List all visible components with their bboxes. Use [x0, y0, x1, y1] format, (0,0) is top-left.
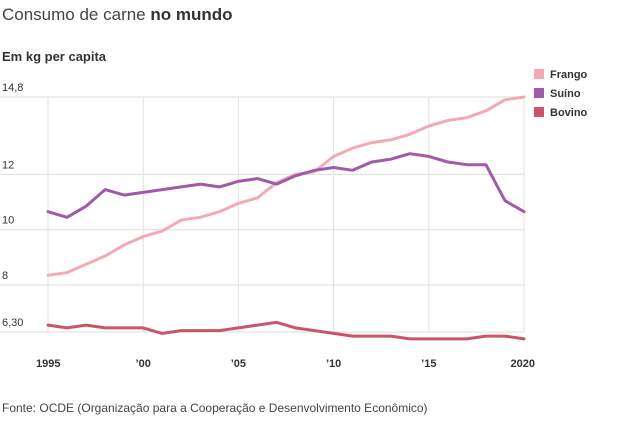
chart-series [46, 95, 526, 341]
source-note: Fonte: OCDE (Organização para a Cooperaç… [2, 401, 428, 415]
series-line-suino [46, 152, 526, 219]
chart-title-regular: Consumo de carne [2, 5, 146, 24]
y-tick-label: 8 [2, 270, 8, 282]
y-axis-label: Em kg per capita [2, 49, 107, 64]
y-axis-ticks: 14,8 12 10 8 6,30 [2, 82, 23, 329]
line-chart: 14,8 12 10 8 6,30 1995 ’00 ’05 ’10 ’15 2020 Frang… [0, 69, 588, 370]
x-tick-label: ’15 [421, 358, 436, 370]
x-tick-label: ’05 [231, 358, 246, 370]
y-tick-label: 10 [2, 215, 14, 227]
series-line-frango [46, 95, 526, 277]
legend-swatch [534, 88, 544, 98]
x-tick-label: ’00 [136, 358, 151, 370]
x-tick-label: 2020 [511, 358, 535, 370]
chart-legend: Frango Suíno Bovino [534, 69, 588, 119]
x-axis-ticks: 1995 ’00 ’05 ’10 ’15 2020 [36, 358, 535, 370]
y-tick-label: 14,8 [2, 82, 23, 94]
legend-swatch [534, 107, 544, 117]
y-tick-label: 12 [2, 159, 14, 171]
legend-label: Frango [550, 69, 588, 81]
chart-title-bold: no mundo [150, 5, 233, 24]
x-tick-label: ’10 [326, 358, 341, 370]
chart-grid [0, 96, 525, 333]
legend-label: Suíno [550, 88, 581, 100]
legend-swatch [534, 69, 544, 79]
x-tick-label: 1995 [36, 358, 60, 370]
chart-title: Consumo de carne no mundo [2, 5, 233, 25]
y-tick-label: 6,30 [2, 317, 23, 329]
series-line-bovino [46, 320, 526, 341]
legend-label: Bovino [550, 107, 588, 119]
